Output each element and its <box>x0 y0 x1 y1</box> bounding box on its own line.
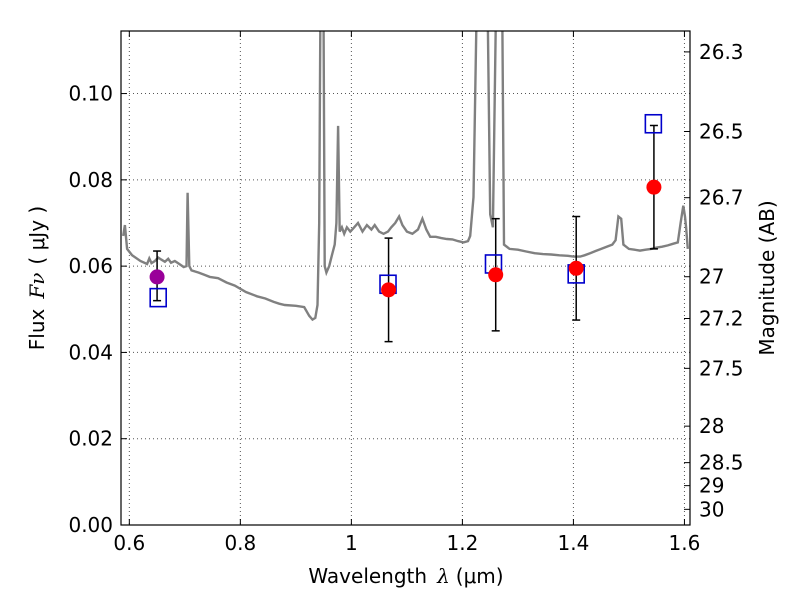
y-tick-label: 0.10 <box>68 82 113 106</box>
x-tick-label: 0.6 <box>113 531 145 555</box>
mag-tick-label: 26.7 <box>699 186 744 210</box>
grid <box>121 31 690 526</box>
axis-ticks <box>121 31 690 526</box>
y-tick-label: 0.04 <box>68 340 113 364</box>
y-axis-label: FluxFν( μJy ) <box>25 206 49 350</box>
mag-tick-label: 27.2 <box>699 306 744 330</box>
x-axis-label: Wavelength λ (μm) <box>308 564 503 588</box>
observed-point <box>488 267 504 283</box>
y-tick-label: 0.06 <box>68 254 113 278</box>
mag-tick-label: 27 <box>699 265 724 289</box>
mag-tick-label: 27.5 <box>699 356 744 380</box>
model-photometry-markers <box>149 113 663 308</box>
tick-labels: 0.6 0.8 1 1.2 1.4 1.6 0.00 0.02 0.04 0.06 0.08 0.10… <box>68 40 743 555</box>
observed-point <box>149 269 165 285</box>
mag-tick-label: 30 <box>699 497 724 521</box>
y-tick-label: 0.02 <box>68 427 113 451</box>
x-tick-label: 0.8 <box>224 531 256 555</box>
mag-tick-label: 28.5 <box>699 451 744 475</box>
mag-tick-label: 26.3 <box>699 40 744 64</box>
observed-points <box>149 179 662 298</box>
model-photometry-square <box>149 287 167 308</box>
x-tick-label: 1 <box>345 531 358 555</box>
observed-point <box>646 179 662 195</box>
observed-point <box>381 282 397 298</box>
mag-tick-label: 28 <box>699 414 724 438</box>
x-tick-label: 1.4 <box>558 531 590 555</box>
error-bars <box>153 124 658 343</box>
x-tick-label: 1.2 <box>446 531 478 555</box>
y-tick-label: 0.00 <box>68 513 113 537</box>
observed-point <box>568 260 584 276</box>
plot-frame <box>120 30 691 526</box>
mag-tick-label: 29 <box>699 474 724 498</box>
y2-axis-label: Magnitude (AB) <box>755 200 779 355</box>
x-tick-label: 1.6 <box>669 531 701 555</box>
mag-tick-label: 26.5 <box>699 119 744 143</box>
model-spectrum-line <box>122 31 689 322</box>
y-tick-label: 0.08 <box>68 168 113 192</box>
model-photometry-square <box>644 113 663 134</box>
